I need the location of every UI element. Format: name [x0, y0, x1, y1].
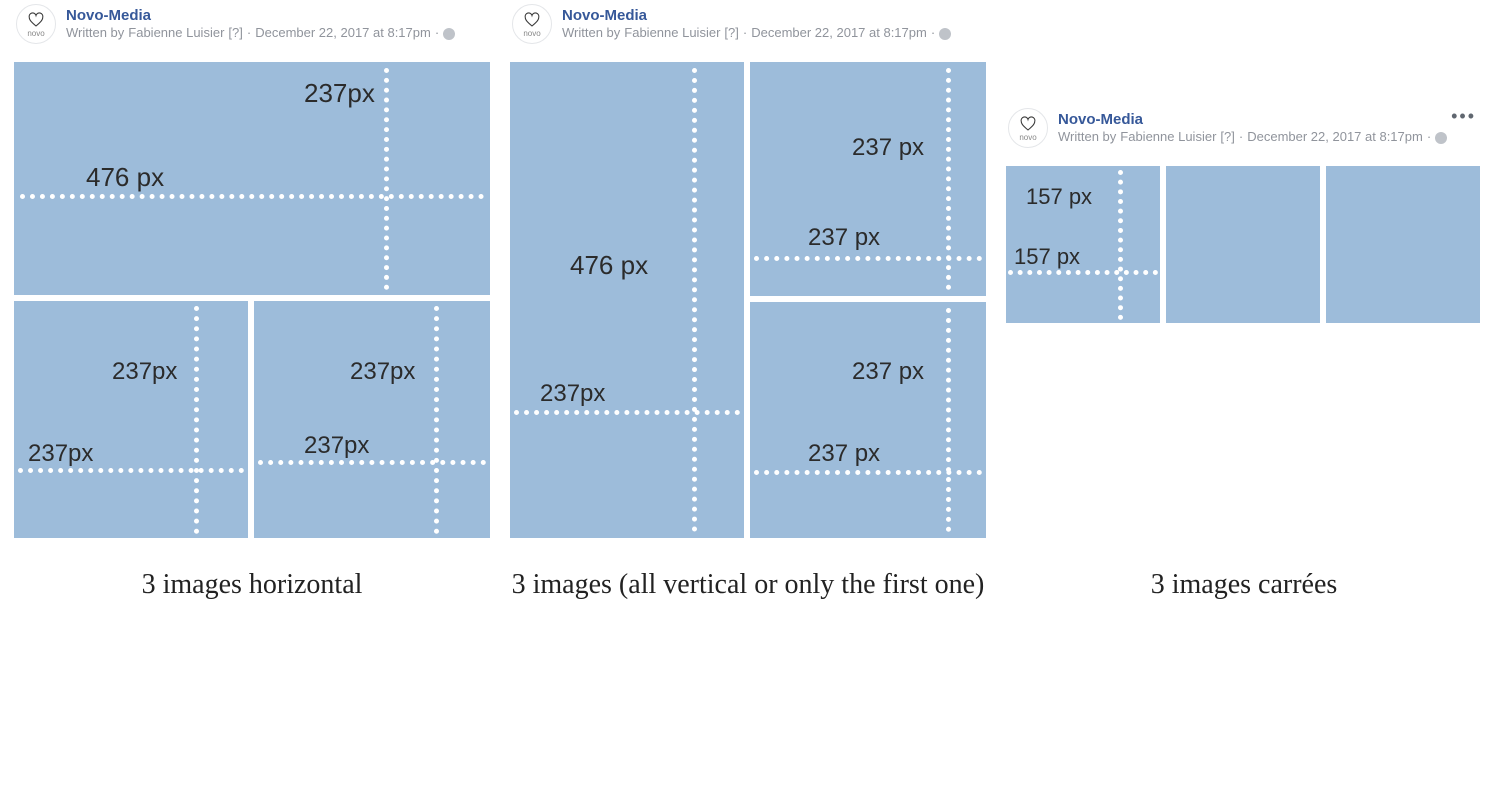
post-header: novo Novo-Media Written by Fabienne Luis…	[1006, 108, 1482, 148]
guide-line	[194, 306, 199, 534]
separator: ·	[435, 25, 439, 42]
dimension-label: 237 px	[852, 358, 924, 386]
dimension-label: 237 px	[808, 224, 880, 252]
dimension-label: 237 px	[808, 440, 880, 468]
page-name-link[interactable]: Novo-Media	[1058, 110, 1447, 130]
caption-square: 3 images carrées	[1006, 566, 1482, 604]
guide-line	[946, 308, 951, 532]
dimension-label: 237px	[540, 380, 605, 408]
dimension-label: 237px	[304, 78, 375, 109]
avatar-label: novo	[27, 29, 44, 38]
author-link[interactable]: Fabienne Luisier	[128, 25, 224, 42]
separator: ·	[247, 25, 251, 42]
post-meta: Written by Fabienne Luisier [?] · Decemb…	[562, 25, 951, 42]
separator: ·	[931, 25, 935, 42]
author-suffix: [?]	[1220, 129, 1234, 146]
post-header: novo Novo-Media Written by Fabienne Luis…	[14, 4, 490, 44]
guide-line	[1008, 270, 1158, 275]
guide-line	[692, 68, 697, 532]
image-tile[interactable]	[510, 62, 744, 538]
image-tile[interactable]	[1326, 166, 1480, 323]
globe-icon[interactable]	[939, 28, 951, 40]
layout-horizontal: 237px 476 px 237px 237px 237px 237px	[14, 62, 490, 538]
layout-vertical: 476 px 237px 237 px 237 px 237 px 237 px	[510, 62, 986, 538]
post-meta: Written by Fabienne Luisier [?] · Decemb…	[1058, 129, 1447, 146]
heart-outline-icon	[1019, 115, 1037, 133]
dimension-label: 476 px	[86, 162, 164, 193]
captions-row: 3 images horizontal 3 images (all vertic…	[0, 538, 1500, 604]
dimension-label: 476 px	[570, 250, 648, 281]
timestamp-link[interactable]: December 22, 2017 at 8:17pm	[751, 25, 927, 42]
dimension-label: 237px	[112, 358, 177, 386]
dimension-label: 237px	[304, 432, 369, 460]
separator: ·	[1427, 129, 1431, 146]
dimension-label: 237px	[350, 358, 415, 386]
globe-icon[interactable]	[443, 28, 455, 40]
byline-prefix: Written by	[562, 25, 620, 42]
avatar-label: novo	[523, 29, 540, 38]
guide-line	[1118, 170, 1123, 320]
byline-prefix: Written by	[66, 25, 124, 42]
separator: ·	[743, 25, 747, 42]
post-header: novo Novo-Media Written by Fabienne Luis…	[510, 4, 986, 44]
guide-line	[20, 194, 484, 199]
post-options-button[interactable]: •••	[1451, 106, 1476, 127]
panel-vertical: novo Novo-Media Written by Fabienne Luis…	[510, 4, 986, 538]
dimension-label: 237px	[28, 440, 93, 468]
author-suffix: [?]	[228, 25, 242, 42]
guide-line	[514, 410, 740, 415]
caption-vertical: 3 images (all vertical or only the first…	[510, 566, 986, 604]
page-name-link[interactable]: Novo-Media	[562, 6, 951, 26]
layout-square: 157 px 157 px	[1006, 166, 1482, 323]
heart-outline-icon	[523, 11, 541, 29]
author-link[interactable]: Fabienne Luisier	[1120, 129, 1216, 146]
guide-line	[258, 460, 486, 465]
avatar[interactable]: novo	[512, 4, 552, 44]
panel-square: ••• novo Novo-Media Written by Fabienne …	[1006, 108, 1482, 323]
author-suffix: [?]	[724, 25, 738, 42]
avatar[interactable]: novo	[1008, 108, 1048, 148]
post-meta: Written by Fabienne Luisier [?] · Decemb…	[66, 25, 455, 42]
panel-horizontal: novo Novo-Media Written by Fabienne Luis…	[14, 4, 490, 538]
guide-line	[384, 68, 389, 290]
globe-icon[interactable]	[1435, 132, 1447, 144]
guide-line	[434, 306, 439, 534]
caption-horizontal: 3 images horizontal	[14, 566, 490, 604]
dimension-label: 157 px	[1026, 184, 1092, 210]
dimension-label: 157 px	[1014, 244, 1080, 270]
timestamp-link[interactable]: December 22, 2017 at 8:17pm	[255, 25, 431, 42]
author-link[interactable]: Fabienne Luisier	[624, 25, 720, 42]
timestamp-link[interactable]: December 22, 2017 at 8:17pm	[1247, 129, 1423, 146]
guide-line	[946, 68, 951, 290]
page-name-link[interactable]: Novo-Media	[66, 6, 455, 26]
guide-line	[18, 468, 244, 473]
avatar-label: novo	[1019, 133, 1036, 142]
image-tile[interactable]	[1166, 166, 1320, 323]
byline-prefix: Written by	[1058, 129, 1116, 146]
heart-outline-icon	[27, 11, 45, 29]
avatar[interactable]: novo	[16, 4, 56, 44]
separator: ·	[1239, 129, 1243, 146]
image-tile[interactable]	[14, 301, 248, 538]
dimension-label: 237 px	[852, 134, 924, 162]
image-tile[interactable]	[254, 301, 490, 538]
